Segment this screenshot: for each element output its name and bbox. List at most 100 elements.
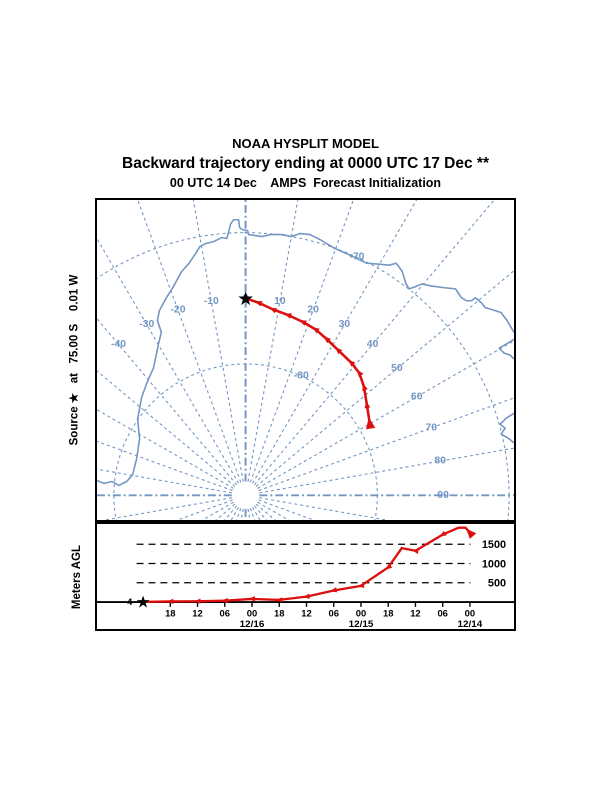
meridian-line [102, 497, 233, 520]
trajectory-marker [269, 307, 278, 314]
hour-tick-label: 00 [465, 609, 475, 619]
trajectory-marker [254, 300, 263, 307]
height-gridline-label: 1000 [482, 558, 506, 570]
trajectory-marker [299, 320, 307, 326]
meridian-label: 10 [274, 296, 286, 307]
date-label: 12/15 [349, 619, 374, 629]
height-marker [302, 593, 310, 599]
height-marker [439, 530, 447, 537]
meridian-line [254, 200, 495, 486]
meridian-line [255, 270, 514, 487]
start-height-label: 4 [127, 597, 133, 608]
trajectory-marker [335, 347, 343, 355]
height-profile-path [143, 526, 471, 604]
meridian-label: 50 [391, 363, 403, 374]
meridian-label: 40 [367, 339, 379, 350]
height-marker [330, 587, 338, 593]
meridian-line [97, 237, 240, 484]
hour-tick-label: 00 [356, 609, 366, 619]
meridian-line [97, 317, 238, 486]
meridian-label: 30 [339, 319, 351, 330]
meridian-line [97, 370, 236, 487]
meridian-label: -20 [170, 305, 185, 316]
trajectory-marker [348, 359, 356, 367]
init-subtitle: 00 UTC 14 Dec AMPS Forecast Initializati… [169, 175, 442, 190]
meridian-line [201, 501, 234, 520]
height-gridline-label: 500 [488, 578, 506, 590]
meridian-line [249, 508, 256, 520]
hour-tick-label: 18 [274, 609, 284, 619]
meridian-label: 90 [437, 490, 449, 501]
trajectory-marker [284, 313, 292, 319]
date-label: 12/16 [240, 619, 265, 629]
date-label: 12/14 [458, 619, 483, 629]
meridian-line [97, 468, 233, 494]
height-marker [221, 597, 228, 604]
trajectory-title: Backward trajectory ending at 0000 UTC 1… [122, 155, 489, 173]
meridian-label: -40 [111, 339, 126, 350]
meridian-label: 20 [307, 305, 319, 316]
height-marker [248, 596, 256, 602]
trajectory-path [245, 297, 372, 424]
source-star-icon: ★ [237, 288, 254, 309]
latitude-circle [97, 232, 510, 520]
height-marker [357, 582, 365, 588]
meridian-label: 70 [425, 422, 437, 433]
height-marker [193, 598, 201, 604]
meridian-line [247, 200, 299, 482]
height-end-marker [465, 528, 477, 539]
height-gridline-label: 1500 [482, 539, 506, 551]
meridian-line [259, 447, 514, 494]
meters-agl-label: Meters AGL [71, 544, 83, 609]
source-axis-label: Source ★ at 75.00 S 0.01 W [68, 274, 80, 446]
meridian-line [192, 200, 244, 482]
height-marker [275, 597, 283, 603]
map-panel: -40 -30 -20 -10 0 10 20 30 40 50 60 70 80 90 -70 -80 ★ [95, 198, 516, 522]
meridian-label: -10 [204, 296, 219, 307]
height-marker [385, 563, 393, 570]
trajectory-marker [323, 336, 331, 344]
antarctic-coastline [97, 218, 514, 487]
hour-tick-label: 12 [192, 609, 202, 619]
hour-tick-label: 06 [329, 609, 339, 619]
meridian-label: 60 [411, 391, 423, 402]
height-marker [166, 598, 174, 605]
hour-tick-label: 06 [220, 609, 230, 619]
source-star-icon: ★ [136, 593, 151, 612]
height-panel: 1500 1000 500 18 12 06 00 18 12 06 00 18 12 06 00 12/16… [95, 522, 516, 631]
meridian-line [97, 409, 234, 489]
meridian-line [137, 200, 242, 483]
meridian-line [252, 200, 418, 484]
meridian-line [249, 200, 354, 483]
hour-tick-label: 00 [247, 609, 257, 619]
meridian-line [258, 397, 514, 492]
trajectory-marker [362, 383, 368, 391]
latitude-label: -70 [349, 252, 364, 263]
antarctic-coastline [499, 412, 514, 444]
meridian-line [257, 340, 514, 489]
antarctic-coastline [498, 338, 514, 360]
meridian-line [255, 503, 276, 520]
hour-tick-label: 06 [437, 609, 447, 619]
meridian-line [235, 508, 242, 520]
trajectory-marker [364, 400, 371, 409]
meridian-line [252, 507, 261, 520]
hour-tick-label: 18 [165, 609, 175, 619]
latitude-circle [113, 363, 378, 520]
meridian-line [97, 440, 233, 492]
height-marker [411, 548, 419, 554]
meridian-label: 80 [434, 456, 446, 467]
meridian-label: -30 [139, 319, 154, 330]
hour-tick-label: 12 [301, 609, 311, 619]
latitude-label: -80 [294, 371, 309, 382]
model-title: NOAA HYSPLIT MODEL [232, 136, 379, 151]
meridian-line [259, 497, 390, 520]
trajectory-marker [312, 327, 320, 334]
hour-tick-label: 18 [383, 609, 393, 619]
meridian-line [258, 499, 316, 520]
meridian-line [257, 501, 290, 520]
hour-tick-label: 12 [410, 609, 420, 619]
trajectory-marker [356, 369, 364, 378]
